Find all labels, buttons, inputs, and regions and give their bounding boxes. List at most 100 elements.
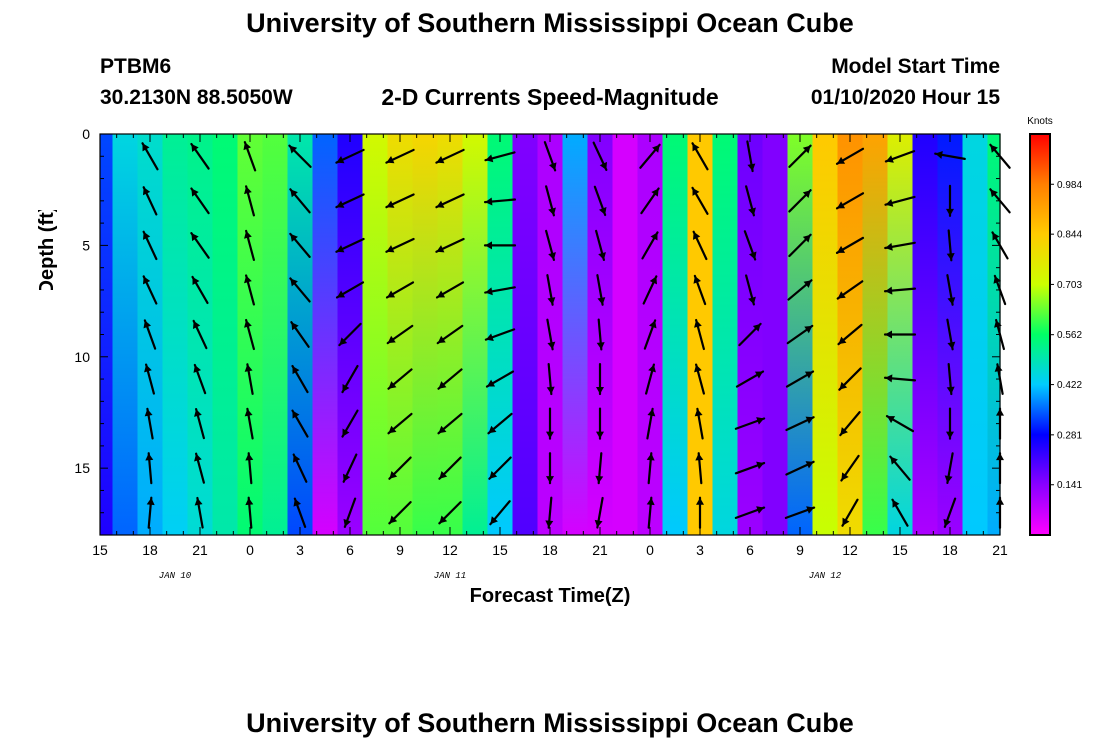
current-vector-arrow bbox=[785, 416, 815, 432]
current-vector-arrow bbox=[190, 187, 210, 215]
current-vector-arrow bbox=[144, 407, 154, 440]
current-vector-arrow bbox=[545, 185, 556, 217]
current-vector-arrow bbox=[694, 407, 704, 440]
current-vector-arrow bbox=[341, 409, 359, 438]
current-vector-arrow bbox=[388, 501, 412, 525]
current-vector-arrow bbox=[691, 186, 709, 215]
speed-column bbox=[512, 134, 539, 535]
speed-column bbox=[362, 134, 389, 535]
current-vector-arrow bbox=[891, 498, 909, 527]
current-vector-arrow bbox=[696, 496, 704, 529]
current-vector-arrow bbox=[596, 362, 604, 396]
speed-column bbox=[912, 134, 939, 535]
current-vector-arrow bbox=[738, 322, 762, 347]
current-vector-arrow bbox=[338, 322, 362, 347]
current-vector-arrow bbox=[735, 370, 765, 388]
current-vector-arrow bbox=[694, 363, 705, 395]
current-vector-arrow bbox=[194, 452, 205, 484]
chart-axes: 15 18 21 0 3 6 9 12 15 18 21 0 3 6 9 12 15 18 21 0 5 10 15 JAN … bbox=[74, 126, 1008, 581]
current-vector-arrow bbox=[884, 195, 916, 207]
current-vector-arrow bbox=[291, 409, 309, 438]
current-vector-arrow bbox=[545, 496, 554, 529]
current-vector-arrow bbox=[596, 318, 605, 351]
current-vector-arrow bbox=[244, 407, 254, 440]
current-vector-arrow bbox=[243, 141, 257, 172]
x-tick-label: 21 bbox=[992, 542, 1008, 558]
current-vector-arrow bbox=[293, 497, 307, 528]
speed-magnitude-chart: 15 18 21 0 3 6 9 12 15 18 21 0 3 6 9 12 15 18 21 0 5 10 15 JAN … bbox=[74, 116, 1082, 581]
current-vector-arrow bbox=[943, 497, 957, 528]
y-tick-label: 15 bbox=[74, 460, 90, 476]
current-vector-arrow bbox=[144, 363, 155, 395]
y-tick-label: 0 bbox=[82, 126, 90, 142]
current-vector-arrow bbox=[289, 188, 311, 214]
model-start-value: 01/10/2020 Hour 15 bbox=[810, 86, 1000, 109]
current-vector-arrow bbox=[643, 319, 657, 350]
current-vector-arrow bbox=[146, 496, 155, 529]
current-vector-arrow bbox=[784, 506, 816, 519]
y-axis-label: Depth (ft) bbox=[36, 210, 58, 290]
current-vector-arrow bbox=[191, 275, 209, 305]
current-vector-arrow bbox=[745, 274, 756, 306]
footer-title: University of Southern Mississippi Ocean… bbox=[246, 708, 854, 738]
current-vector-arrow bbox=[288, 144, 312, 168]
current-vector-arrow bbox=[387, 412, 413, 435]
current-vector-arrow bbox=[435, 193, 465, 209]
current-vector-arrow bbox=[193, 363, 207, 395]
current-vector-arrow bbox=[244, 274, 255, 306]
current-vector-arrow bbox=[839, 411, 861, 437]
current-vector-arrow bbox=[245, 496, 254, 529]
current-vector-arrow bbox=[385, 193, 415, 209]
speed-column bbox=[962, 134, 989, 535]
colorbar-unit: Knots bbox=[1027, 116, 1053, 127]
current-vector-arrow bbox=[343, 497, 357, 528]
current-vector-arrow bbox=[785, 370, 815, 388]
current-vector-arrow bbox=[787, 279, 813, 301]
current-vector-arrow bbox=[884, 150, 916, 163]
x-tick-label: 21 bbox=[192, 542, 208, 558]
y-tick-label: 5 bbox=[82, 237, 90, 253]
station-id: PTBM6 bbox=[100, 55, 172, 78]
current-vector-arrow bbox=[143, 319, 157, 350]
current-vector-arrow bbox=[194, 496, 204, 529]
x-tick-label: 12 bbox=[842, 542, 858, 558]
x-tick-label: 6 bbox=[746, 542, 754, 558]
x-tick-label: 18 bbox=[142, 542, 158, 558]
current-vector-arrow bbox=[836, 280, 864, 300]
current-vector-arrow bbox=[546, 318, 556, 351]
current-vector-arrow bbox=[289, 277, 311, 303]
current-vector-arrow bbox=[885, 415, 915, 433]
current-vector-arrow bbox=[435, 281, 465, 299]
current-vector-arrow bbox=[485, 370, 515, 388]
y-axis-label-text: Depth (ft) bbox=[36, 210, 58, 290]
current-vector-arrow bbox=[483, 197, 517, 206]
current-vector-arrow bbox=[289, 232, 311, 258]
current-vector-arrow bbox=[595, 452, 604, 485]
current-vector-arrow bbox=[691, 142, 709, 171]
current-vector-arrow bbox=[292, 453, 308, 483]
current-vector-arrow bbox=[484, 286, 516, 296]
current-vector-arrow bbox=[142, 186, 158, 216]
current-vector-arrow bbox=[341, 364, 359, 394]
current-vector-arrow bbox=[385, 237, 415, 253]
current-vector-arrow bbox=[946, 363, 955, 396]
speed-column bbox=[862, 134, 889, 535]
current-vector-arrow bbox=[437, 412, 463, 435]
current-vector-arrow bbox=[693, 274, 707, 306]
current-vector-arrow bbox=[386, 324, 414, 345]
current-vector-arrow bbox=[639, 143, 661, 169]
current-vector-arrow bbox=[142, 275, 158, 305]
current-vector-arrow bbox=[546, 452, 554, 485]
speed-column bbox=[412, 134, 439, 535]
current-vector-arrow bbox=[743, 230, 757, 261]
speed-column bbox=[312, 134, 339, 535]
current-vector-arrow bbox=[438, 456, 462, 480]
current-vector-arrow bbox=[335, 193, 365, 209]
current-vector-arrow bbox=[944, 452, 954, 485]
current-vector-arrow bbox=[788, 144, 812, 168]
current-vector-arrow bbox=[335, 281, 365, 299]
current-vector-arrow bbox=[438, 501, 462, 525]
current-vector-arrow bbox=[594, 496, 604, 529]
current-vector-arrow bbox=[435, 237, 465, 253]
x-tick-label: 15 bbox=[892, 542, 908, 558]
